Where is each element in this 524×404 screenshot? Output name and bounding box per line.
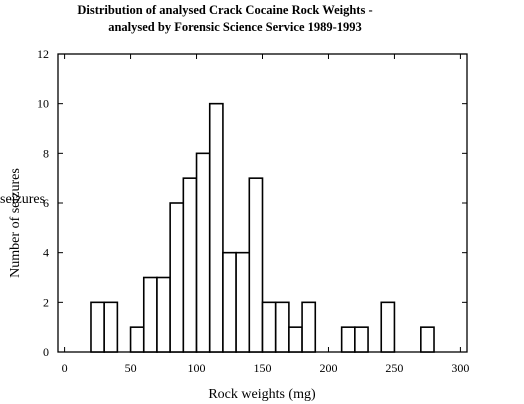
histogram-bar	[156, 276, 171, 353]
x-tick-label: 200	[319, 361, 337, 375]
histogram-bar	[182, 177, 198, 353]
histogram-bar	[301, 301, 317, 353]
histogram-bar	[261, 301, 277, 353]
y-axis-label-overlay: seizures	[0, 192, 45, 207]
histogram-bar	[288, 326, 303, 353]
histogram-bar	[235, 251, 251, 353]
y-tick-label: 0	[43, 345, 49, 359]
histogram-bar	[222, 251, 237, 353]
x-tick-label: 300	[451, 361, 469, 375]
histogram-bar	[354, 326, 369, 353]
chart-subtitle: analysed by Forensic Science Service 198…	[108, 20, 362, 34]
histogram-bar	[380, 301, 396, 353]
y-tick-label: 12	[37, 47, 49, 61]
histogram-bar	[248, 177, 264, 353]
y-axis-label: Number of seizures	[8, 168, 23, 278]
histogram-bar	[274, 301, 290, 353]
x-tick-label: 150	[254, 361, 272, 375]
tick-labels-layer: 0 50 100 150 200 250 300 0 2 4 6 8 10 12	[37, 47, 469, 375]
histogram-bar	[208, 102, 224, 353]
histogram-bar	[195, 152, 211, 353]
histogram-bar	[103, 301, 119, 353]
x-axis-label: Rock weights (mg)	[208, 387, 316, 402]
y-tick-label: 6	[43, 196, 49, 210]
x-tick-label: 100	[188, 361, 206, 375]
histogram-bar	[142, 276, 158, 353]
chart-title: Distribution of analysed Crack Cocaine R…	[77, 3, 372, 17]
histogram-bar	[90, 301, 105, 353]
ticks-layer	[58, 53, 467, 353]
histogram-bar	[420, 326, 435, 353]
x-tick-label: 50	[125, 361, 137, 375]
bars-layer	[90, 102, 435, 353]
histogram-bar	[129, 326, 145, 353]
y-tick-label: 4	[43, 246, 49, 260]
y-tick-label: 2	[43, 295, 49, 309]
y-tick-label: 10	[37, 97, 49, 111]
x-tick-label: 250	[385, 361, 403, 375]
histogram-bar	[340, 326, 356, 353]
y-tick-label: 8	[43, 146, 49, 160]
x-tick-label: 0	[62, 361, 68, 375]
histogram-bar	[169, 202, 185, 353]
